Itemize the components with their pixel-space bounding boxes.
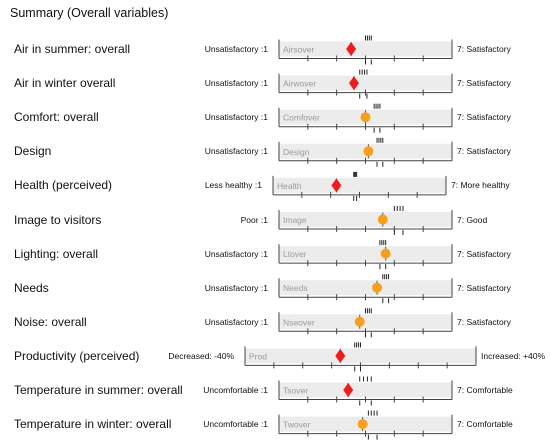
row-label: Needs	[14, 280, 49, 295]
scale-row: Needs	[278, 274, 453, 304]
scale-min-label: Uncomfortable :1	[203, 419, 268, 430]
value-marker-circle	[363, 146, 374, 157]
variable-code: Airsover	[283, 45, 314, 55]
row-label: Noise: overall	[14, 314, 87, 329]
scale-bar	[279, 246, 452, 262]
scale-bar	[245, 348, 476, 364]
scale-min-label: Less healthy :1	[204, 180, 262, 191]
scale-bar	[279, 75, 452, 91]
scale-row: Health	[272, 171, 447, 201]
row-label: Air in winter overall	[14, 76, 116, 91]
scale-bar	[279, 314, 452, 330]
scale-min-label: Uncomfortable :1	[203, 385, 268, 395]
row-label: Comfort: overall	[14, 110, 99, 125]
value-marker-circle	[372, 282, 383, 293]
scale-min-label: Poor :1	[240, 214, 268, 225]
scale-max-label: Increased: +40%	[481, 350, 546, 361]
scale-bar	[279, 41, 452, 57]
scale-min-label: Unsatisfactory :1	[204, 146, 268, 157]
value-marker-circle	[357, 419, 368, 430]
scale-bar	[279, 382, 452, 398]
variable-code: Tsover	[283, 386, 308, 396]
scale-min-label: Decreased: -40%	[168, 350, 234, 361]
variable-code: Needs	[283, 283, 308, 293]
scale-bar	[279, 212, 452, 227]
row-label: Temperature in winter: overall	[14, 417, 172, 432]
value-marker-diamond	[335, 348, 346, 363]
scale-max-label: 7: Satisfactory	[457, 316, 511, 327]
variable-code: Image	[283, 215, 307, 225]
page-title: Summary (Overall variables)	[10, 6, 169, 20]
row-label: Lighting: overall	[14, 246, 99, 261]
row-label: Image to visitors	[14, 212, 102, 227]
row-label: Air in summer: overall	[14, 42, 131, 56]
scale-max-label: 7: Satisfactory	[457, 112, 511, 123]
variable-code: Prod	[249, 351, 267, 361]
scale-row: Comfover	[278, 103, 453, 133]
scale-min-label: Unsatisfactory :1	[204, 78, 268, 89]
value-marker-circle	[360, 112, 371, 123]
scale-max-label: 7: Satisfactory	[457, 282, 511, 293]
scale-row: Tsover	[278, 376, 453, 406]
scale-row: Design	[278, 137, 453, 167]
scale-max-label: 7: Satisfactory	[457, 44, 511, 54]
scale-min-label: Unsatisfactory :1	[204, 316, 268, 327]
scale-max-label: 7: Comfortable	[457, 385, 513, 395]
scale-row: Airsover	[278, 35, 453, 65]
variable-code: Design	[283, 147, 310, 157]
variable-code: Airwover	[283, 79, 316, 89]
scale-min-label: Unsatisfactory :1	[204, 282, 268, 293]
row-label: Health (perceived)	[14, 178, 113, 193]
scale-row: Airwover	[278, 69, 453, 99]
variable-code: Twover	[283, 420, 311, 430]
value-marker-diamond	[331, 178, 342, 193]
row-label: Design	[14, 144, 52, 159]
variable-code: Nseover	[283, 317, 315, 327]
value-marker-circle	[380, 248, 391, 259]
scale-row: Ltover	[278, 240, 453, 270]
variable-code: Comfover	[283, 113, 320, 123]
value-marker-circle	[377, 214, 388, 225]
row-label: Productivity (perceived)	[14, 348, 140, 363]
scale-row: Twover	[278, 410, 453, 440]
scale-max-label: 7: Good	[457, 214, 488, 225]
scale-row: Nseover	[278, 308, 453, 338]
value-marker-diamond	[346, 42, 357, 56]
scale-max-label: 7: Comfortable	[457, 419, 513, 430]
scale-min-label: Unsatisfactory :1	[204, 248, 268, 259]
scale-bar	[273, 177, 446, 193]
scale-max-label: 7: Satisfactory	[457, 248, 511, 259]
value-marker-diamond	[343, 383, 354, 397]
row-label: Temperature in summer: overall	[14, 383, 183, 397]
variable-code: Health	[277, 181, 302, 191]
variable-code: Ltover	[283, 249, 307, 259]
value-marker-circle	[354, 316, 365, 327]
scale-bar	[279, 280, 452, 296]
scale-row: Prod	[244, 342, 477, 372]
scale-min-label: Unsatisfactory :1	[204, 112, 268, 123]
scale-row: Image	[278, 206, 453, 235]
scale-min-label: Unsatisfactory :1	[204, 44, 268, 54]
scale-max-label: 7: Satisfactory	[457, 78, 511, 89]
scale-max-label: 7: Satisfactory	[457, 146, 511, 157]
scale-max-label: 7: More healthy	[451, 180, 510, 191]
value-marker-diamond	[348, 76, 359, 91]
